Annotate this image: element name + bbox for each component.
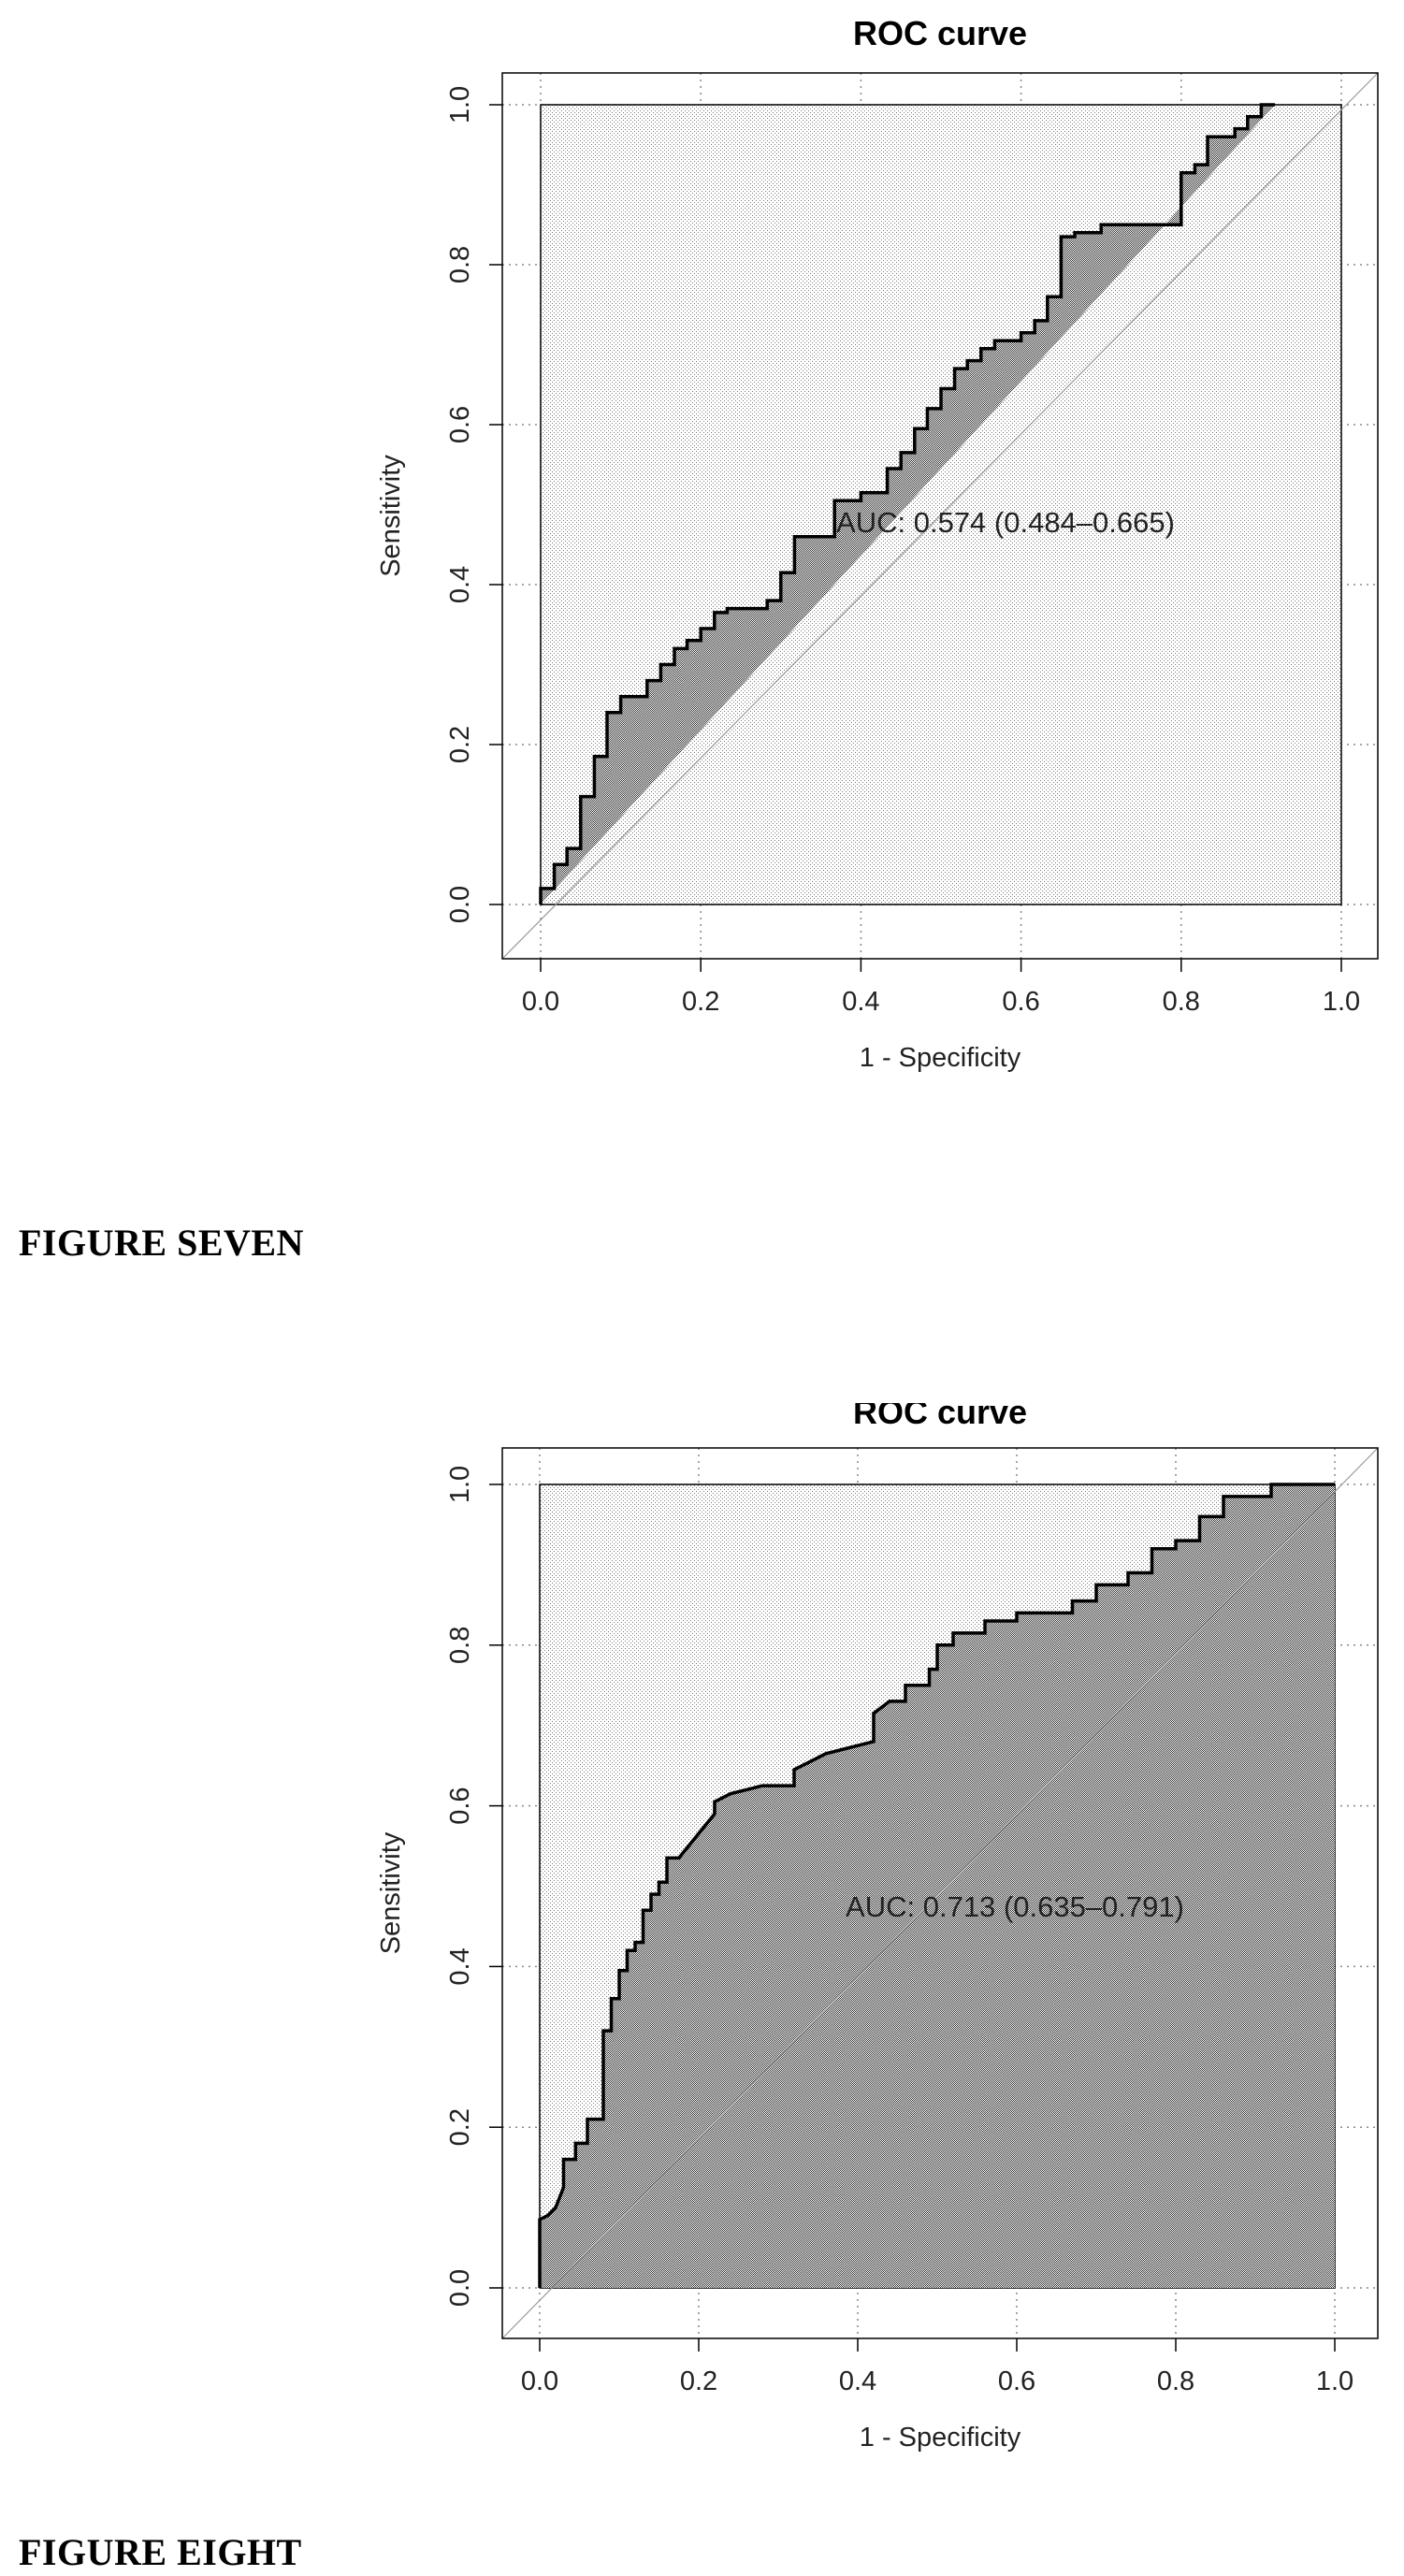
- y-tick-label-2: 0.4: [445, 566, 475, 603]
- y-tick-label-0: 0.0: [445, 886, 475, 923]
- y-tick-label-0: 0.0: [445, 2269, 475, 2307]
- auc-annotation: AUC: 0.713 (0.635–0.791): [846, 1890, 1184, 1923]
- auc-annotation: AUC: 0.574 (0.484–0.665): [836, 506, 1175, 539]
- y-axis-label: Sensitivity: [376, 455, 406, 577]
- x-tick-label-2: 0.4: [839, 2366, 876, 2396]
- y-tick-label-5: 1.0: [445, 86, 475, 123]
- figure-seven-label: FIGURE SEVEN: [19, 1222, 304, 1264]
- x-tick-label-0: 0.0: [522, 987, 559, 1017]
- chart-title: ROC curve: [853, 14, 1027, 52]
- x-tick-label-5: 1.0: [1323, 987, 1360, 1017]
- x-tick-label-1: 0.2: [682, 987, 719, 1017]
- x-tick-label-5: 1.0: [1316, 2366, 1353, 2396]
- y-axis-label: Sensitivity: [376, 1831, 406, 1954]
- roc-curve-line: [539, 103, 1275, 904]
- roc-chart-figure-eight: 0.0 0.2 0.4 0.6 0.8 1.0 0.0 0.2 0.4 0.6 0.8 1.0 ROC …: [376, 1403, 1379, 2453]
- y-tick-label-4: 0.8: [445, 246, 475, 283]
- chart-title: ROC curve: [853, 1403, 1027, 1431]
- y-tick-label-4: 0.8: [445, 1627, 475, 1664]
- x-axis-label: 1 - Specificity: [860, 2423, 1021, 2453]
- x-tick-label-1: 0.2: [680, 2366, 717, 2396]
- x-tick-label-4: 0.8: [1157, 2366, 1194, 2396]
- x-tick-label-4: 0.8: [1163, 987, 1200, 1017]
- x-tick-label-3: 0.6: [1002, 987, 1039, 1017]
- y-tick-label-1: 0.2: [445, 2108, 475, 2146]
- roc-auc-area: [541, 105, 1275, 904]
- roc-auc-area: [540, 1484, 1335, 2288]
- y-tick-label-5: 1.0: [445, 1466, 475, 1503]
- diagonal-reference-line: [501, 72, 1379, 960]
- y-tick-label-3: 0.6: [445, 1787, 475, 1824]
- figure-eight-label: FIGURE EIGHT: [19, 2531, 302, 2573]
- y-tick-label-3: 0.6: [445, 406, 475, 443]
- diagonal-reference-line: [501, 1447, 1379, 2339]
- x-axis-label: 1 - Specificity: [860, 1043, 1021, 1073]
- x-tick-label-0: 0.0: [521, 2366, 558, 2396]
- roc-chart-figure-seven: 0.0 0.2 0.4 0.6 0.8 1.0 0.0 0.2 0.4 0.6 0.8 1.0 ROC …: [376, 14, 1379, 1073]
- roc-curve-line: [538, 1483, 1335, 2288]
- x-tick-label-3: 0.6: [998, 2366, 1035, 2396]
- plot-box: [501, 72, 1379, 960]
- y-tick-label-2: 0.4: [445, 1947, 475, 1985]
- x-tick-label-2: 0.4: [842, 987, 879, 1017]
- plot-box: [501, 1447, 1379, 2339]
- y-tick-label-1: 0.2: [445, 726, 475, 763]
- roc-area-full: [540, 104, 1342, 905]
